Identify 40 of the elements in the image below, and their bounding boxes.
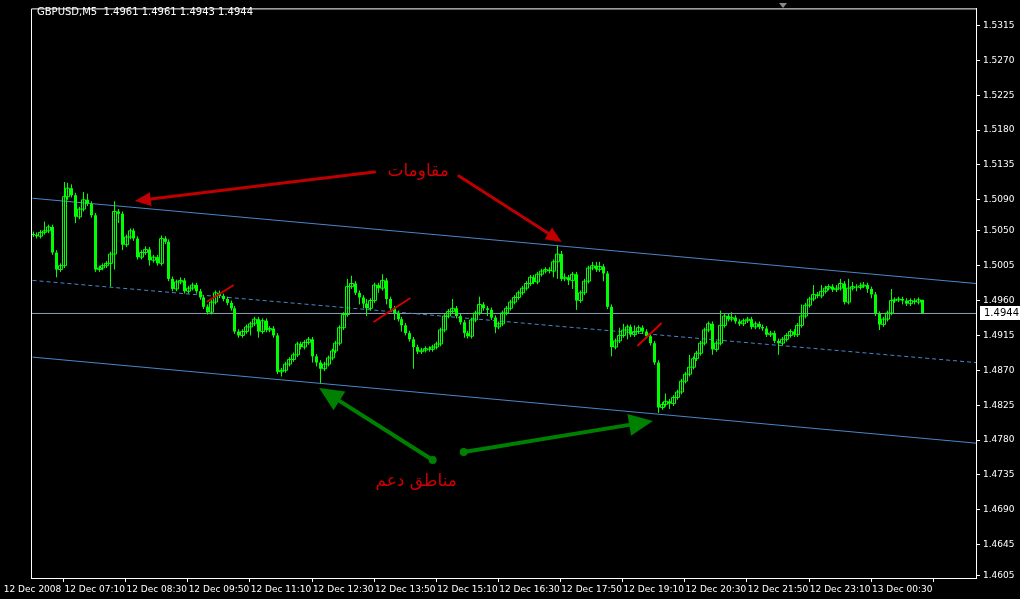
y-tick-label: 1.4645 bbox=[983, 539, 1015, 550]
x-tick-label: 12 Dec 20:30 bbox=[685, 583, 747, 594]
x-tick-label: 12 Dec 13:50 bbox=[375, 583, 436, 594]
x-tick-label: 12 Dec 19:10 bbox=[623, 583, 685, 594]
y-tick-label: 1.4690 bbox=[983, 504, 1015, 515]
x-tick-label: 12 Dec 17:50 bbox=[561, 583, 623, 594]
y-tick-label: 1.4605 bbox=[983, 570, 1015, 581]
x-tick-label: 12 Dec 23:10 bbox=[809, 583, 871, 594]
candlestick bbox=[653, 340, 656, 366]
x-tick-label: 12 Dec 08:30 bbox=[126, 583, 188, 594]
x-tick-label: 12 Dec 12:30 bbox=[312, 583, 374, 594]
annotation: مقاومات bbox=[387, 160, 449, 180]
x-tick-label: 13 Dec 00:30 bbox=[871, 583, 933, 594]
x-tick-label: 12 Dec 09:50 bbox=[188, 583, 250, 594]
y-tick-label: 1.5090 bbox=[983, 194, 1015, 205]
chart-title: GBPUSD,M5 1.4961 1.4961 1.4943 1.4944 bbox=[37, 6, 254, 17]
y-tick-label: 1.4735 bbox=[983, 469, 1015, 480]
y-tick-label: 1.4915 bbox=[983, 329, 1015, 340]
x-tick-label: 12 Dec 21:50 bbox=[747, 583, 809, 594]
y-tick-label: 1.4780 bbox=[983, 434, 1015, 445]
candlestick bbox=[874, 291, 877, 317]
annotation: مناطق دعم bbox=[375, 470, 457, 490]
candlestick bbox=[233, 305, 236, 335]
y-tick-label: 1.4960 bbox=[983, 294, 1015, 305]
y-tick-label: 1.5135 bbox=[983, 159, 1015, 170]
y-tick-label: 1.4870 bbox=[983, 364, 1015, 375]
y-tick-label: 1.5005 bbox=[983, 260, 1015, 271]
y-tick-label: 1.5050 bbox=[983, 225, 1015, 236]
y-tick-label: 1.4825 bbox=[983, 399, 1015, 410]
y-tick-label: 1.5225 bbox=[983, 89, 1015, 100]
y-tick-label: 1.5270 bbox=[983, 54, 1015, 65]
x-tick-label: 12 Dec 07:10 bbox=[64, 583, 126, 594]
x-tick-label: 12 Dec 2008 bbox=[3, 583, 62, 594]
y-tick-label: 1.5180 bbox=[983, 124, 1015, 135]
x-tick-label: 12 Dec 11:10 bbox=[250, 583, 312, 594]
candlestick bbox=[412, 336, 415, 370]
ref-line-label: 1.4944 bbox=[984, 307, 1019, 319]
x-tick-label: 12 Dec 15:10 bbox=[437, 583, 498, 594]
y-tick-label: 1.5315 bbox=[983, 19, 1015, 30]
x-tick-label: 12 Dec 16:30 bbox=[499, 583, 561, 594]
